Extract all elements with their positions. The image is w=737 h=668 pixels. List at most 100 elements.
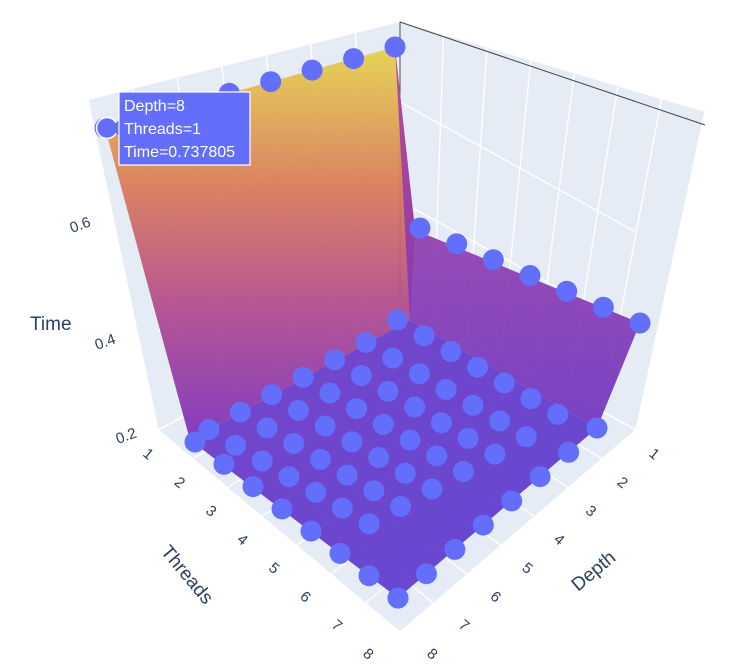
data-point[interactable] (440, 341, 462, 362)
z-tick-label: 0.4 (93, 331, 118, 354)
data-point[interactable] (301, 59, 323, 81)
data-point[interactable] (529, 466, 551, 488)
data-point[interactable] (363, 480, 385, 502)
data-point[interactable] (467, 356, 489, 378)
data-point[interactable] (309, 448, 331, 470)
data-point[interactable] (343, 48, 365, 70)
data-point[interactable] (368, 447, 390, 468)
x-tick-label: 7 (455, 616, 472, 634)
x-axis-title: Depth (568, 547, 620, 596)
data-point[interactable] (586, 417, 608, 439)
data-point[interactable] (278, 466, 300, 488)
floor-grid-line (399, 429, 637, 633)
data-point[interactable] (520, 388, 542, 410)
data-point[interactable] (329, 542, 351, 564)
data-markers[interactable] (94, 36, 651, 609)
y-tick-label: 5 (265, 559, 282, 577)
data-point[interactable] (556, 280, 578, 302)
data-point[interactable] (300, 520, 322, 542)
data-point[interactable] (484, 443, 506, 465)
data-point[interactable] (515, 426, 537, 448)
data-point[interactable] (184, 431, 206, 453)
data-point[interactable] (472, 514, 494, 536)
data-point[interactable] (198, 419, 220, 440)
hover-line-1: Depth=8 (124, 98, 185, 115)
data-point[interactable] (242, 476, 264, 498)
data-point[interactable] (331, 497, 353, 519)
data-point[interactable] (558, 441, 580, 463)
data-point[interactable] (225, 434, 247, 456)
data-point[interactable] (444, 538, 466, 560)
data-point[interactable] (457, 427, 479, 449)
data-point[interactable] (592, 296, 614, 318)
data-point[interactable] (409, 217, 431, 239)
data-point[interactable] (324, 349, 346, 371)
data-point[interactable] (336, 464, 358, 486)
data-point[interactable] (426, 445, 448, 467)
data-point[interactable] (415, 563, 437, 585)
left-pane-grid-line (87, 99, 159, 431)
data-point[interactable] (404, 396, 426, 418)
data-point[interactable] (305, 481, 327, 503)
data-point[interactable] (482, 249, 504, 271)
data-point[interactable] (421, 478, 443, 500)
data-point[interactable] (430, 412, 452, 434)
y-tick-label: 8 (359, 645, 376, 663)
data-point[interactable] (446, 233, 468, 255)
data-point[interactable] (462, 394, 484, 416)
data-point[interactable] (358, 513, 380, 535)
data-point[interactable] (314, 415, 336, 437)
data-point[interactable] (271, 498, 293, 520)
x-tick-label: 4 (550, 531, 567, 549)
data-point[interactable] (213, 453, 235, 475)
right-pane-grid-line (635, 111, 706, 431)
data-point[interactable] (261, 384, 283, 406)
data-point[interactable] (283, 433, 305, 454)
data-point[interactable] (452, 461, 474, 482)
data-point[interactable] (287, 399, 309, 421)
data-point[interactable] (413, 325, 435, 347)
data-point[interactable] (519, 265, 541, 286)
data-point[interactable] (341, 431, 363, 453)
data-point[interactable] (501, 490, 523, 512)
z-tick-label: 0.2 (114, 425, 139, 448)
data-point[interactable] (493, 372, 515, 394)
x-tick-label: 5 (519, 559, 536, 577)
surface-floor (190, 320, 597, 598)
y-tick-label: 1 (139, 445, 156, 463)
data-point[interactable] (390, 495, 412, 517)
data-point[interactable] (292, 366, 314, 388)
data-point[interactable] (629, 312, 651, 334)
y-axis-title: Threads (156, 542, 217, 609)
data-point[interactable] (399, 429, 421, 451)
data-point[interactable] (229, 401, 251, 423)
data-point[interactable] (386, 309, 408, 331)
data-point[interactable] (377, 380, 399, 402)
x-tick-label: 3 (582, 502, 599, 520)
data-point[interactable] (358, 565, 380, 587)
data-point[interactable] (319, 382, 341, 404)
hover-tooltip-box (118, 91, 251, 166)
data-point[interactable] (346, 398, 368, 420)
data-point[interactable] (260, 71, 282, 93)
y-tick-label: 4 (234, 531, 251, 549)
data-point[interactable] (435, 379, 457, 400)
data-point[interactable] (384, 36, 406, 58)
data-point[interactable] (372, 413, 394, 435)
data-point[interactable] (355, 331, 377, 353)
data-point[interactable] (382, 347, 404, 369)
data-point[interactable] (256, 417, 278, 439)
data-point[interactable] (350, 365, 372, 386)
y-tick-label: 7 (328, 616, 345, 634)
x-tick-label: 6 (487, 588, 504, 606)
data-point[interactable] (408, 363, 430, 385)
data-point[interactable] (489, 410, 511, 432)
x-tick-label: 8 (423, 645, 440, 663)
x-tick-label: 1 (645, 445, 662, 463)
data-point[interactable] (394, 462, 416, 484)
data-point[interactable] (387, 587, 409, 609)
data-point[interactable] (251, 450, 273, 472)
data-point[interactable] (547, 403, 569, 425)
